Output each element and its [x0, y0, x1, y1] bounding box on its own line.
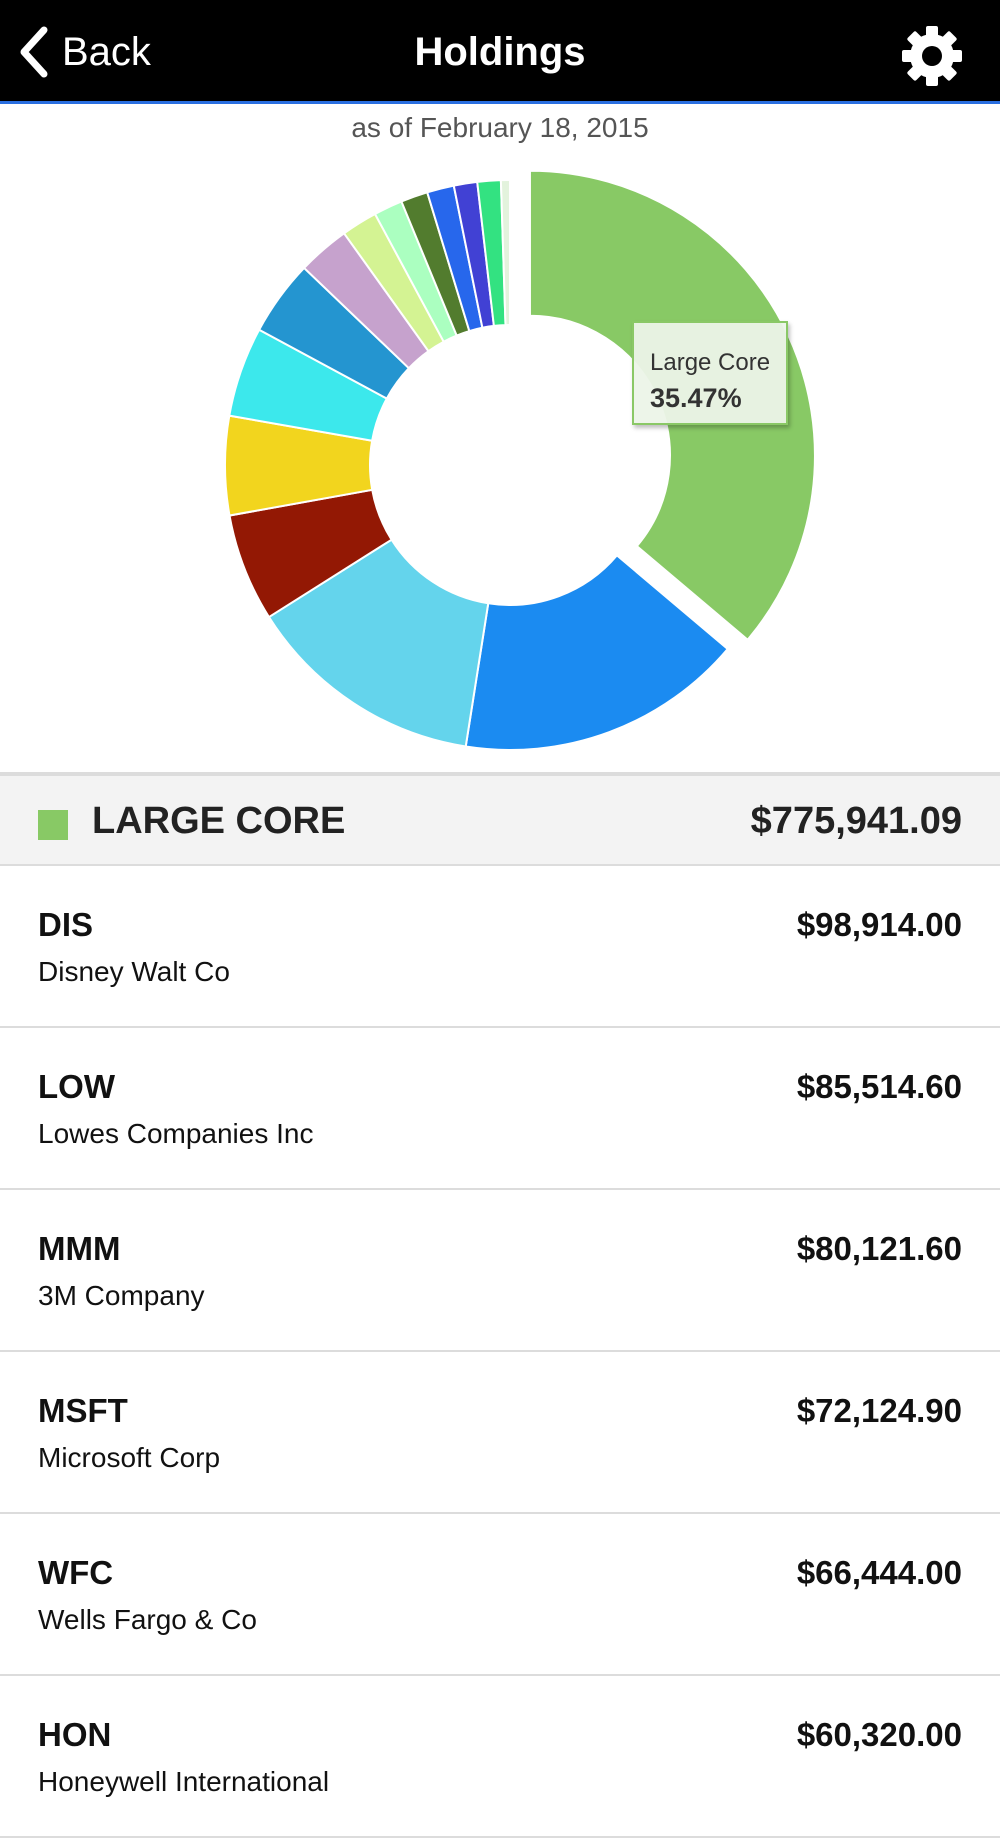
- group-color-swatch: [38, 810, 68, 840]
- holding-value: $98,914.00: [796, 906, 962, 943]
- chevron-left-icon: [20, 26, 48, 78]
- holding-symbol: HON: [38, 1716, 112, 1753]
- group-total: $775,941.09: [750, 800, 962, 842]
- allocation-donut-chart: [224, 169, 816, 751]
- holding-name: Disney Walt Co: [38, 956, 230, 987]
- holding-name: Lowes Companies Inc: [38, 1118, 314, 1149]
- holding-symbol: LOW: [38, 1068, 115, 1105]
- holding-row[interactable]: MMM 3M Company $80,121.60: [0, 1190, 1000, 1352]
- holding-value: $72,124.90: [796, 1392, 962, 1429]
- chart-tooltip: Large Core 35.47%: [632, 321, 788, 425]
- donut-slice[interactable]: [464, 553, 730, 751]
- tooltip-label: Large Core: [650, 349, 771, 376]
- holding-value: $85,514.60: [796, 1068, 962, 1105]
- as-of-date: as of February 18, 2015: [351, 112, 649, 143]
- group-header[interactable]: LARGE CORE $775,941.09: [0, 772, 1000, 866]
- back-label: Back: [62, 29, 151, 74]
- holding-value: $80,121.60: [796, 1230, 962, 1267]
- holding-symbol: DIS: [38, 906, 94, 943]
- group-name: LARGE CORE: [92, 800, 346, 842]
- holding-name: Honeywell International: [38, 1766, 330, 1797]
- holding-row[interactable]: WFC Wells Fargo & Co $66,444.00: [0, 1514, 1000, 1676]
- holding-value: $60,320.00: [796, 1716, 962, 1753]
- holding-value: $66,444.00: [796, 1554, 962, 1591]
- holding-row[interactable]: LOW Lowes Companies Inc $85,514.60: [0, 1028, 1000, 1190]
- holding-symbol: WFC: [38, 1554, 114, 1591]
- holding-row[interactable]: HON Honeywell International $60,320.00: [0, 1676, 1000, 1838]
- tooltip-value: 35.47%: [650, 383, 742, 413]
- holding-name: Microsoft Corp: [38, 1442, 221, 1473]
- top-bar: Back Holdings: [0, 0, 1000, 104]
- back-button[interactable]: Back: [16, 22, 151, 82]
- holding-name: Wells Fargo & Co: [38, 1604, 257, 1635]
- donut-slice[interactable]: [267, 538, 490, 748]
- holding-symbol: MMM: [38, 1230, 121, 1267]
- holding-name: 3M Company: [38, 1280, 205, 1311]
- holding-symbol: MSFT: [38, 1392, 128, 1429]
- holding-row[interactable]: MSFT Microsoft Corp $72,124.90: [0, 1352, 1000, 1514]
- gear-icon[interactable]: [900, 24, 964, 88]
- holdings-list: DIS Disney Walt Co $98,914.00 LOW Lowes …: [0, 866, 1000, 1838]
- donut-slice[interactable]: [499, 178, 511, 327]
- holding-row[interactable]: DIS Disney Walt Co $98,914.00: [0, 866, 1000, 1028]
